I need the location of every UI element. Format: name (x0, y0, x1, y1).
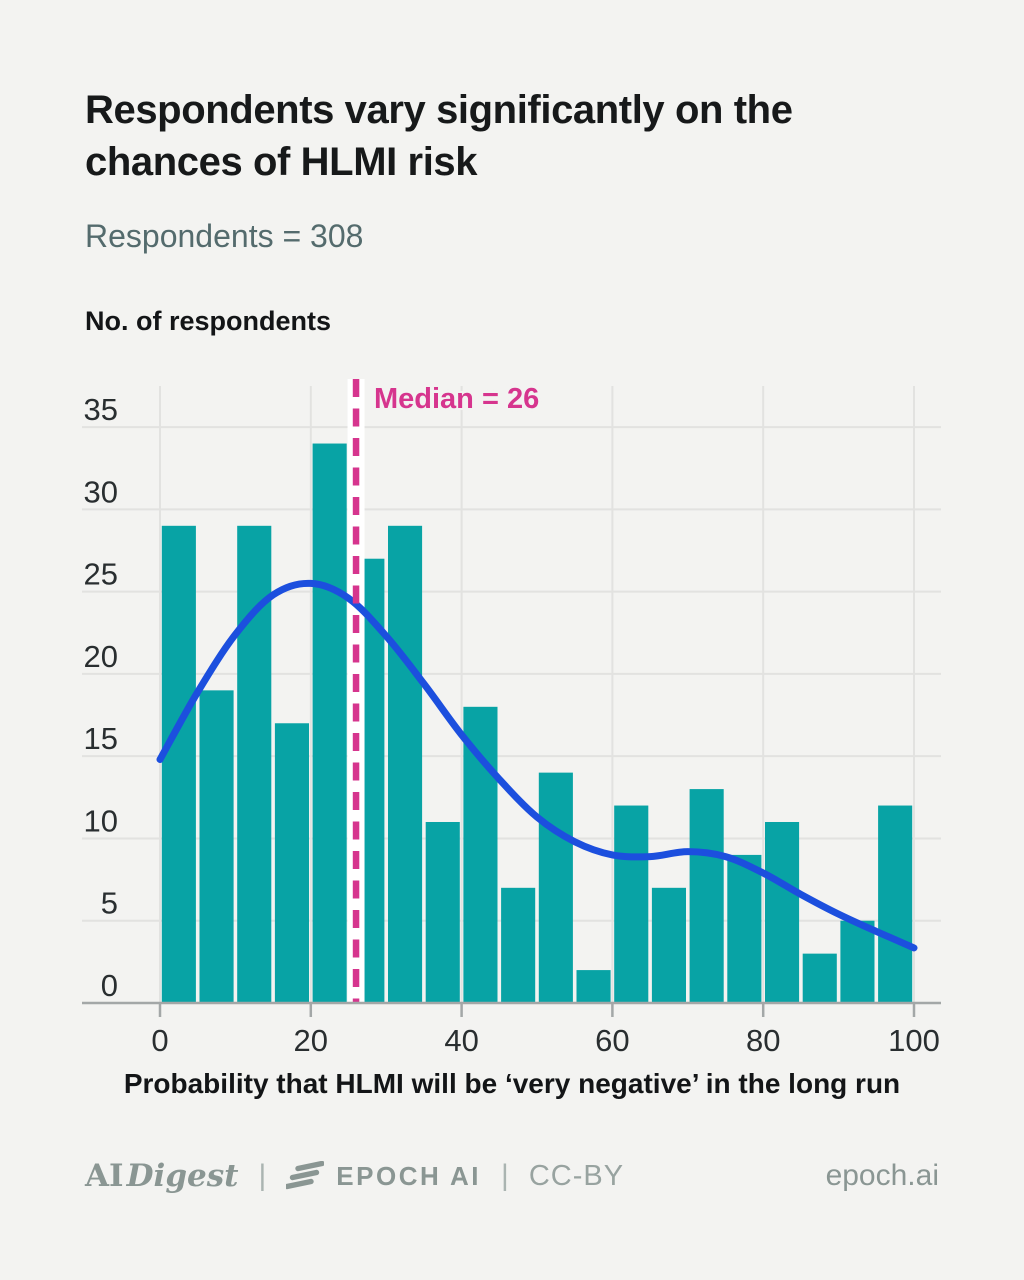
x-axis-title: Probability that HLMI will be ‘very nega… (123, 1068, 901, 1099)
respondents-count-subtitle: Respondents = 308 (85, 218, 364, 254)
histogram-bar (576, 970, 611, 1003)
histogram-bar (425, 821, 460, 1003)
y-tick-label: 15 (84, 721, 118, 756)
ai-digest-logo-regular: AI (85, 1158, 124, 1194)
histogram-bar (274, 723, 309, 1003)
y-tick-label: 30 (84, 474, 118, 509)
histogram-bar (689, 789, 724, 1003)
density-curve (156, 579, 918, 952)
histogram-bar (614, 805, 649, 1003)
x-tick-label: 20 (294, 1023, 328, 1058)
chart-title-line-1: Respondents vary significantly on the (85, 88, 793, 132)
histogram-bar (727, 854, 762, 1003)
x-tick-label: 40 (444, 1023, 478, 1058)
footer-separator: | (501, 1159, 509, 1192)
histogram-bar (840, 920, 875, 1003)
epoch-ai-logo-icon (286, 1161, 325, 1190)
license-badge: CC-BY (528, 1159, 625, 1192)
x-tick-label: 100 (888, 1023, 940, 1058)
histogram-bar (802, 953, 837, 1003)
footer: AI Digest | EPOCH AI | CC-BY epoch.ai (85, 1148, 939, 1204)
histogram-bar (538, 772, 573, 1003)
histogram-bar (199, 690, 234, 1003)
histogram-bar (765, 821, 800, 1003)
histogram-bar (161, 525, 196, 1003)
epoch-site-link[interactable]: epoch.ai (825, 1159, 939, 1192)
x-tick-label: 80 (746, 1023, 780, 1058)
y-tick-label: 5 (101, 886, 118, 921)
y-axis-title: No. of respondents (85, 306, 332, 336)
histogram-bar (878, 805, 913, 1003)
y-tick-label: 20 (84, 639, 118, 674)
y-tick-label: 25 (84, 557, 118, 592)
y-tick-label: 35 (84, 392, 118, 427)
chart-title-line-2: chances of HLMI risk (85, 140, 478, 184)
y-tick-label: 0 (101, 968, 118, 1003)
ai-digest-logo-italic: Digest (126, 1158, 239, 1194)
y-tick-label: 10 (84, 803, 118, 838)
histogram-bar (388, 525, 423, 1003)
ai-digest-logo: AI Digest (85, 1158, 239, 1194)
footer-separator: | (258, 1159, 267, 1192)
histogram-bar (463, 706, 498, 1003)
x-tick-label: 60 (595, 1023, 629, 1058)
histogram-bar (651, 887, 686, 1003)
median-annotation: Median = 26 (374, 383, 540, 415)
chart-title: Respondents vary significantly on the ch… (85, 84, 925, 188)
x-tick-label: 0 (151, 1023, 168, 1058)
footer-attribution: AI Digest | EPOCH AI | CC-BY (85, 1158, 624, 1194)
epoch-ai-wordmark: EPOCH AI (336, 1160, 482, 1191)
histogram-bar (312, 443, 347, 1003)
histogram-bar (501, 887, 536, 1003)
